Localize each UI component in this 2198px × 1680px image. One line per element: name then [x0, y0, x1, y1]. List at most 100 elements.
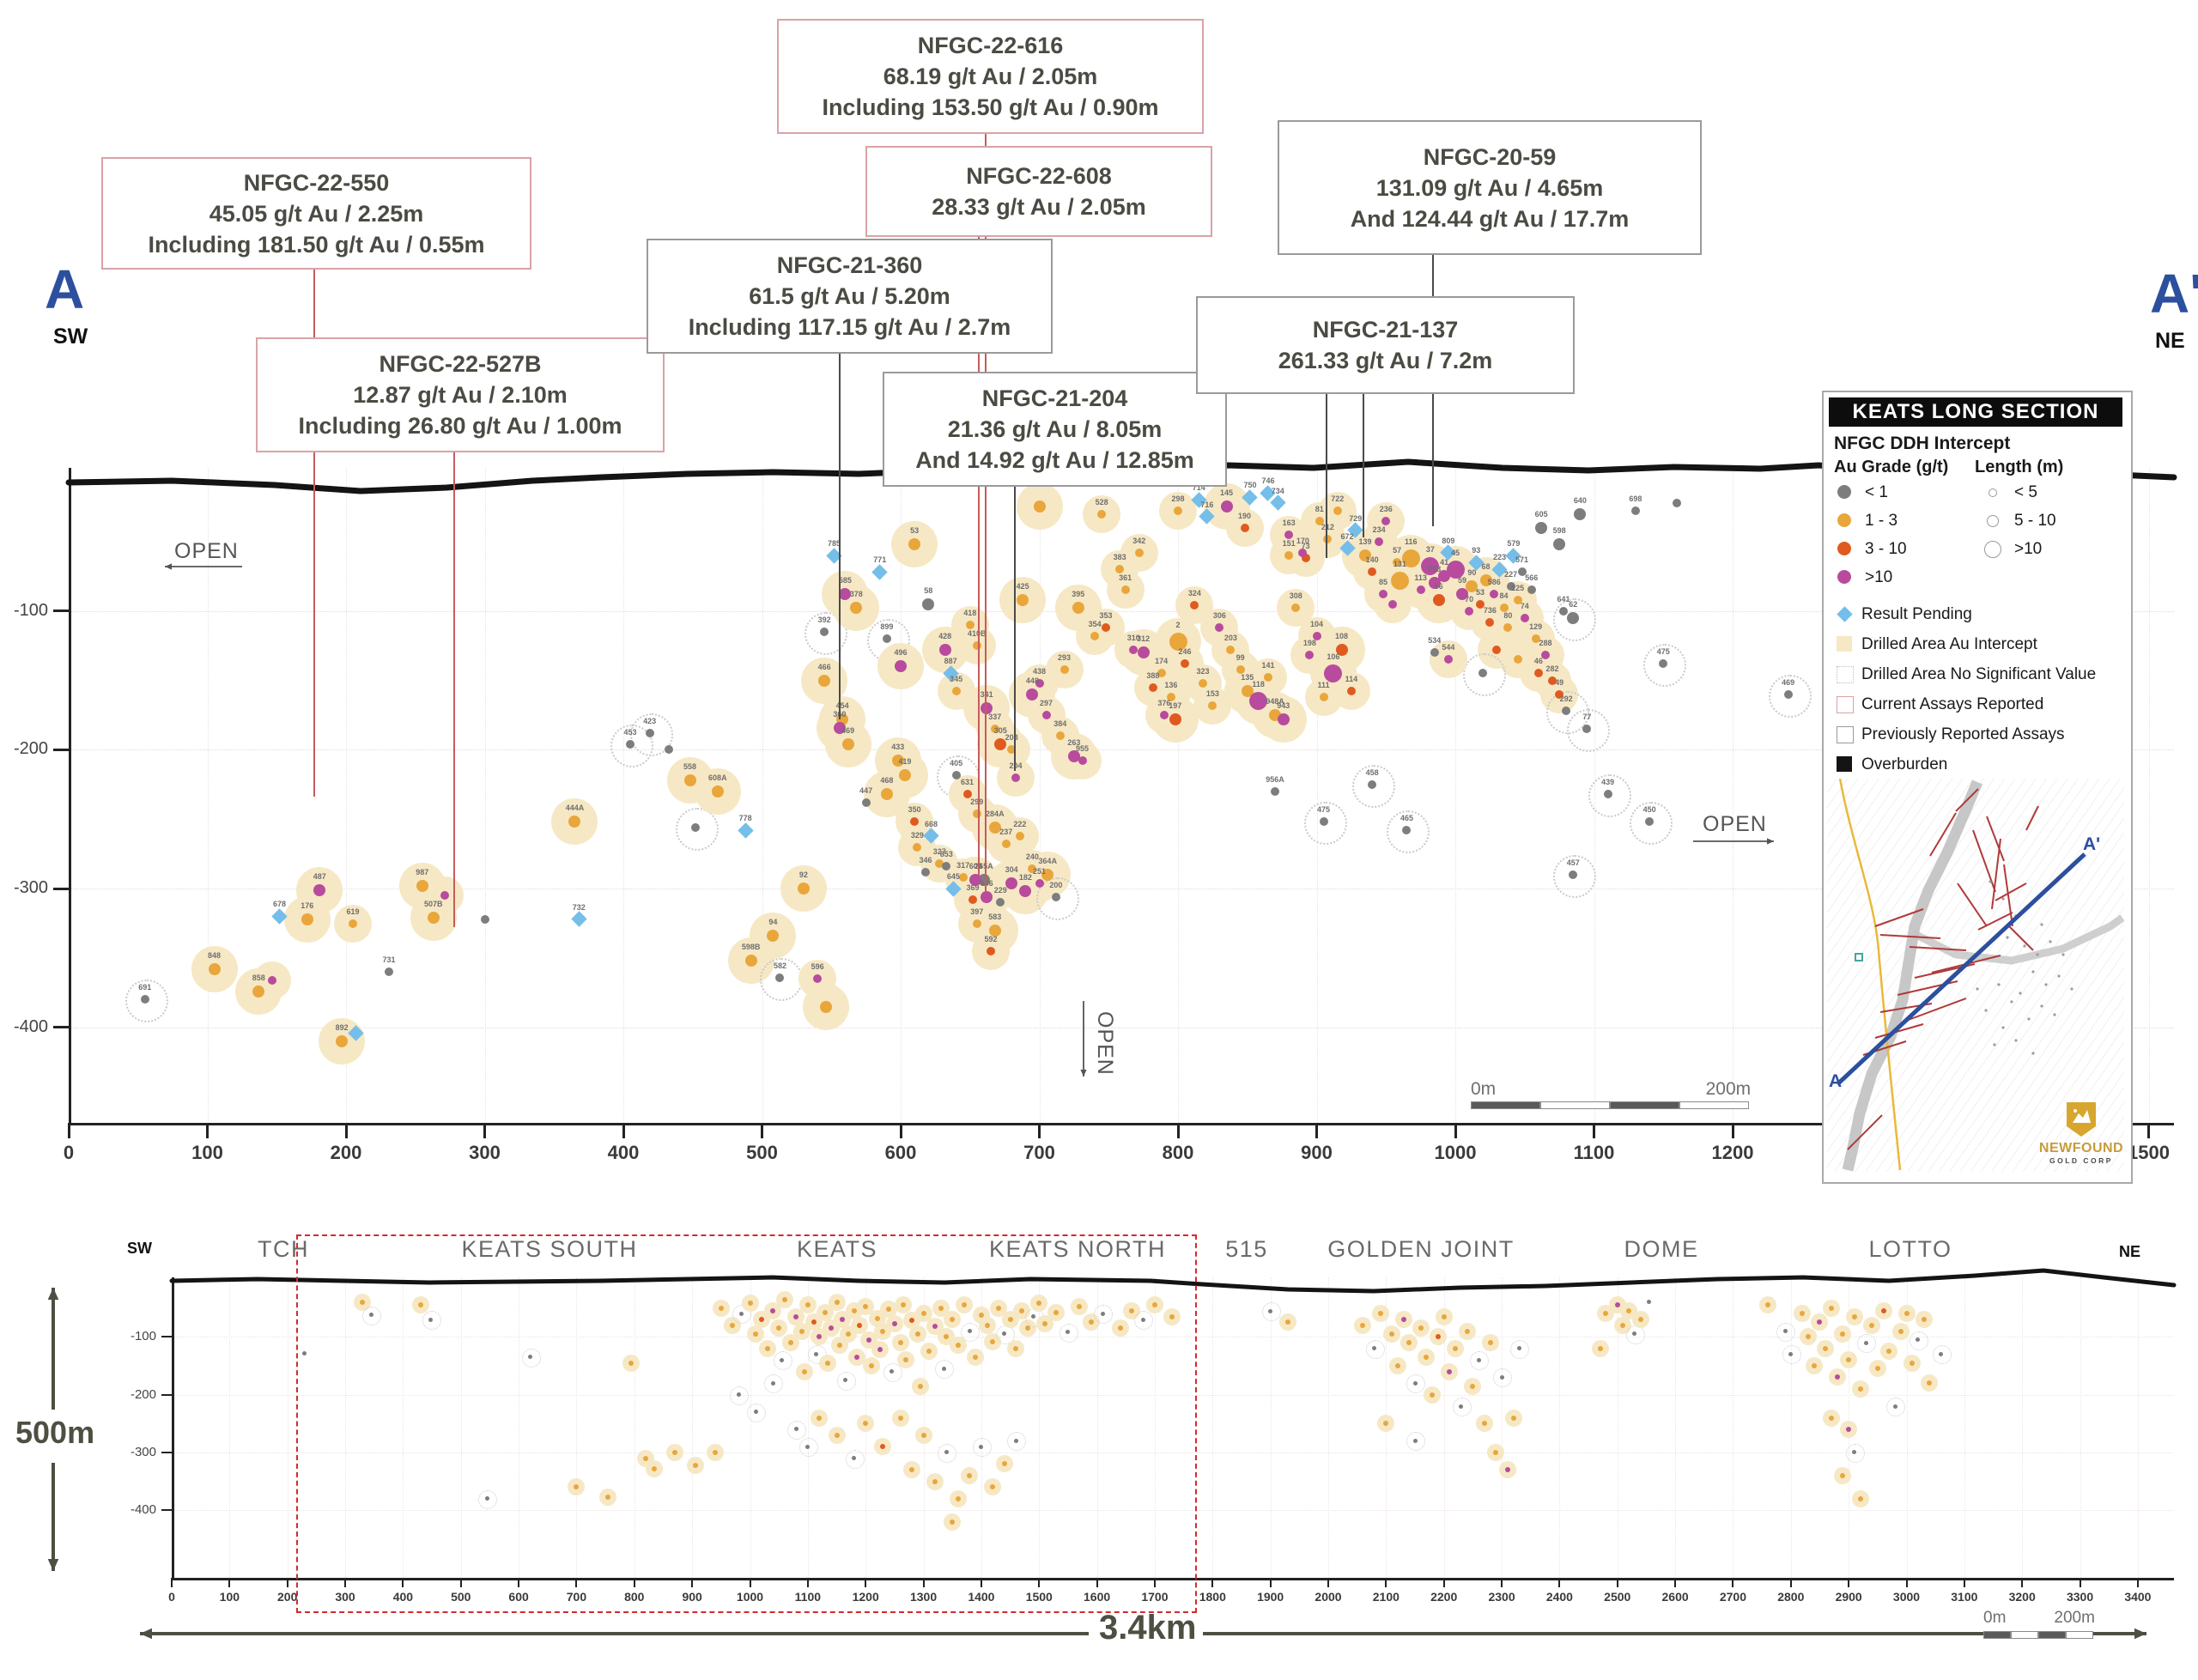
assay-leader-line [1326, 391, 1327, 558]
hole-id-label: 288 [1539, 639, 1552, 648]
nsv-halo [787, 1420, 807, 1440]
drill-intercept-point [1904, 1311, 1910, 1317]
legend-subtitle: NFGC DDH Intercept [1834, 434, 2011, 453]
hole-id-label: 337 [988, 713, 1002, 722]
drill-intercept-point [1220, 500, 1233, 513]
hole-id-label: 433 [891, 743, 905, 752]
drill-intercept-point [1846, 1426, 1852, 1432]
hole-id-label: 106 [1327, 652, 1340, 661]
drill-intercept-point [1446, 560, 1465, 579]
axis-tick-label: -300 [13, 878, 48, 898]
drill-intercept-point [1013, 1345, 1019, 1351]
hole-id-label: 73 [1301, 542, 1310, 551]
drill-intercept-point [865, 1337, 871, 1343]
axis-tick [691, 1578, 694, 1587]
hole-id-label: 354 [1088, 619, 1102, 628]
drill-intercept-point [1840, 1331, 1846, 1337]
grid-line [2148, 468, 2150, 1123]
hole-id-label: 383 [1113, 553, 1126, 562]
assay-callout-text: Including 117.15 g/t Au / 2.7m [688, 314, 1011, 340]
hole-id-label: 251 [1032, 866, 1047, 876]
drill-intercept-point [955, 1343, 961, 1349]
drill-intercept-point [1540, 651, 1550, 660]
axis-tick-label: 600 [508, 1590, 529, 1604]
assay-leader-line [313, 266, 315, 797]
drill-intercept-point [1031, 1314, 1035, 1319]
hole-id-label: 223 [1493, 553, 1507, 562]
length-5-10-label: 5 - 10 [2014, 512, 2056, 530]
drill-intercept-point [950, 1519, 956, 1525]
hole-id-label: 631 [961, 778, 975, 787]
nsv-halo [1886, 1398, 1906, 1417]
drill-intercept-point [1499, 1374, 1504, 1380]
drill-intercept-point [1019, 885, 1032, 898]
hole-id-label: 77 [1582, 713, 1592, 722]
hole-id-label: 80 [1503, 611, 1513, 621]
drill-intercept-point [850, 602, 863, 615]
hole-id-label: 729 [1349, 513, 1363, 523]
hole-id-label: 571 [1515, 555, 1529, 565]
axis-tick [1385, 1578, 1387, 1587]
overview-y-axis [172, 1277, 174, 1578]
drill-intercept-point [828, 1325, 834, 1331]
drill-intercept-point [880, 788, 893, 801]
drill-intercept-point [981, 890, 993, 903]
drill-intercept-point [1301, 554, 1310, 563]
drill-intercept-point [845, 1331, 851, 1337]
hole-id-label: 605 [1534, 509, 1548, 519]
drill-intercept-point [1823, 1345, 1829, 1351]
drill-intercept-point [1857, 1495, 1863, 1501]
drill-intercept-point [1169, 1313, 1175, 1319]
overburden-label: Overburden [1861, 755, 1948, 773]
axis-tick-label: 300 [335, 1590, 355, 1604]
hole-id-label: 131 [1393, 559, 1406, 568]
drill-intercept-point [1614, 1302, 1620, 1308]
grid-line [172, 1394, 2174, 1396]
axis-tick [53, 887, 69, 890]
drill-intercept-point [868, 1362, 874, 1368]
axis-tick-label: -200 [13, 739, 48, 759]
drill-intercept-point [981, 701, 993, 714]
hole-id-label: 469 [841, 725, 855, 735]
assay-callout-nfgc-22-550: NFGC-22-550 45.05 g/t Au / 2.25m Including… [101, 157, 531, 270]
axis-tick-label: 1400 [968, 1590, 995, 1604]
assay-callout-text: And 14.92 g/t Au / 12.85m [915, 447, 1194, 473]
hole-id-label: 145 [1220, 488, 1234, 498]
hole-id-label: 558 [683, 761, 697, 771]
grid-line [207, 468, 209, 1123]
axis-tick-label: 2700 [1719, 1590, 1747, 1604]
drill-intercept-point [874, 1315, 880, 1321]
hole-id-label: 353 [1099, 611, 1113, 621]
drill-intercept-point [1553, 538, 1566, 551]
grade-1-3-label: 1 - 3 [1865, 512, 1898, 530]
drill-intercept-point [967, 1329, 972, 1334]
drill-intercept-point [1626, 1308, 1632, 1313]
hole-id-label: 135 [1241, 673, 1254, 682]
axis-tick-label: -200 [130, 1386, 156, 1402]
grade-1-3-swatch [1837, 513, 1851, 527]
drill-intercept-point [972, 919, 981, 928]
assay-callout-nfgc-22-616: NFGC-22-616 68.19 g/t Au / 2.05m Including… [777, 19, 1204, 134]
drill-intercept-point [909, 1467, 915, 1473]
drill-intercept-point [1151, 1302, 1157, 1308]
hole-id-label: 392 [817, 615, 831, 624]
drill-intercept-point [1017, 593, 1029, 606]
drill-intercept-point [990, 1484, 996, 1490]
drill-intercept-point [1630, 506, 1640, 516]
hole-id-label: 948A [1266, 696, 1284, 706]
grid-line [1039, 468, 1041, 1123]
hole-id-label: 346 [919, 855, 932, 864]
hole-id-label: 282 [1545, 664, 1559, 673]
grid-line [2137, 1277, 2139, 1578]
drill-intercept-point [988, 821, 1001, 834]
drill-intercept-point [1249, 692, 1268, 711]
assay-callout-text: 12.87 g/t Au / 2.10m [353, 382, 568, 408]
drill-intercept-point [1782, 1329, 1788, 1334]
drill-intercept-point [833, 721, 846, 734]
hole-id-label: 736 [1483, 605, 1497, 615]
axis-tick [228, 1578, 231, 1587]
hole-id-label: 598B [741, 943, 761, 952]
drill-intercept-point [1806, 1334, 1811, 1340]
drill-intercept-point [967, 1472, 973, 1478]
hole-id-label: 778 [738, 814, 752, 823]
